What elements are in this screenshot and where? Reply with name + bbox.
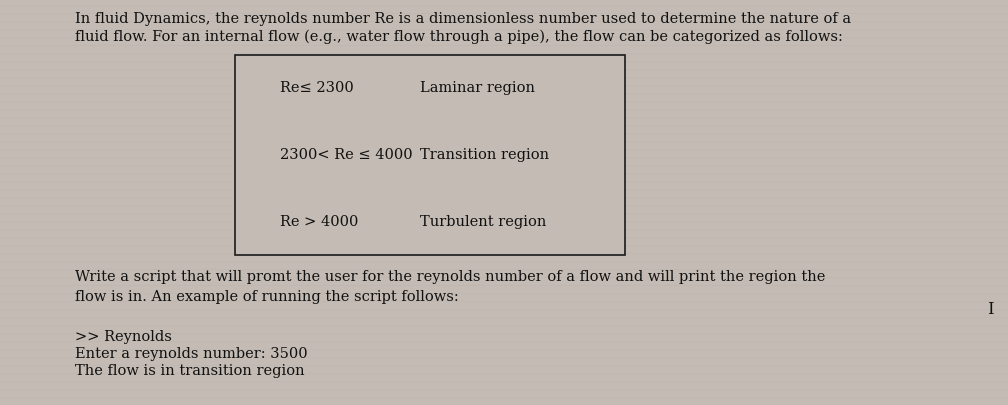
Bar — [235, 55, 625, 255]
Text: Write a script that will promt the user for the reynolds number of a flow and wi: Write a script that will promt the user … — [75, 270, 826, 284]
Text: Turbulent region: Turbulent region — [420, 215, 546, 229]
Text: I: I — [987, 301, 993, 318]
Text: Laminar region: Laminar region — [420, 81, 535, 95]
Text: The flow is in transition region: The flow is in transition region — [75, 364, 304, 378]
Text: Re > 4000: Re > 4000 — [280, 215, 359, 229]
Text: >> Reynolds: >> Reynolds — [75, 330, 172, 344]
Text: In fluid Dynamics, the reynolds number Re is a dimensionless number used to dete: In fluid Dynamics, the reynolds number R… — [75, 12, 851, 26]
Text: Transition region: Transition region — [420, 148, 549, 162]
Text: Re≤ 2300: Re≤ 2300 — [280, 81, 354, 95]
Text: Enter a reynolds number: 3500: Enter a reynolds number: 3500 — [75, 347, 307, 361]
Text: fluid flow. For an internal flow (e.g., water flow through a pipe), the flow can: fluid flow. For an internal flow (e.g., … — [75, 30, 843, 45]
Text: flow is in. An example of running the script follows:: flow is in. An example of running the sc… — [75, 290, 459, 304]
Text: 2300< Re ≤ 4000: 2300< Re ≤ 4000 — [280, 148, 412, 162]
